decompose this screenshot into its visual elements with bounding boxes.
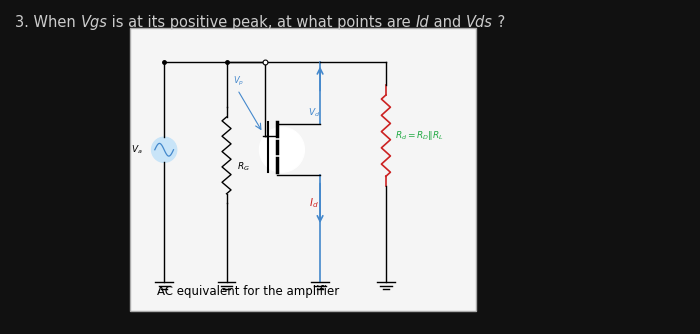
Circle shape [260,127,304,172]
Text: AC equivalent for the amplifier: AC equivalent for the amplifier [158,285,340,298]
Text: is at its positive peak, at what points are: is at its positive peak, at what points … [107,14,416,29]
FancyBboxPatch shape [130,28,476,311]
Circle shape [151,137,177,162]
Text: Id: Id [416,14,429,29]
Text: $V_a$: $V_a$ [131,144,142,156]
Text: ?: ? [493,14,505,29]
Text: $R_d = R_D \| R_L$: $R_d = R_D \| R_L$ [395,129,443,142]
Text: $V_d$: $V_d$ [308,107,320,119]
Text: Vgs: Vgs [80,14,107,29]
Text: Vds: Vds [466,14,493,29]
Text: and: and [429,14,466,29]
Text: $I_d$: $I_d$ [309,196,319,210]
Text: $V_p$: $V_p$ [234,74,244,88]
Text: $R_G$: $R_G$ [237,160,250,173]
Text: 3. When: 3. When [15,14,80,29]
